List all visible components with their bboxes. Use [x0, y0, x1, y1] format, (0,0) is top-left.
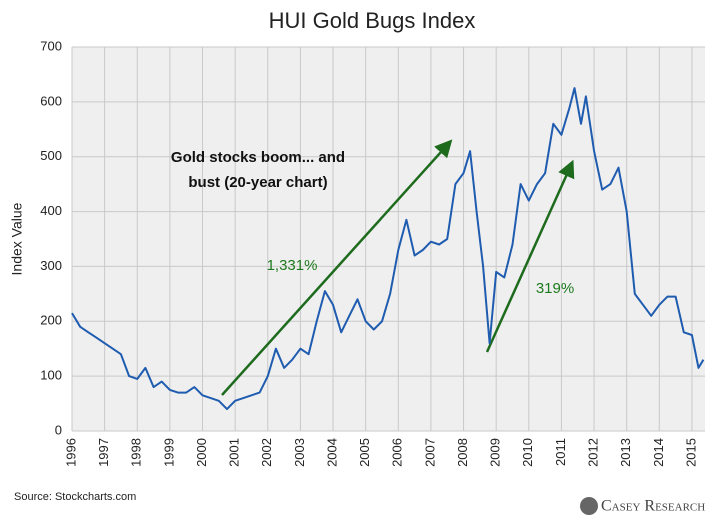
y-tick-label: 600 [40, 93, 62, 108]
x-tick-label: 2014 [651, 438, 666, 467]
x-tick-label: 1999 [161, 438, 176, 467]
annotation: 319% [536, 280, 574, 297]
x-tick-label: 1997 [96, 438, 111, 467]
source: Source: Stockcharts.com [14, 491, 136, 503]
x-tick-label: 2007 [422, 438, 437, 467]
x-tick-label: 2013 [618, 438, 633, 467]
chart-title: HUI Gold Bugs Index [269, 8, 476, 33]
line [71, 87, 705, 411]
x-tick-label: 2001 [227, 438, 242, 467]
x-tick-label: 2012 [585, 438, 600, 467]
arrow [221, 139, 453, 396]
y-tick-label: 0 [55, 422, 62, 437]
x-tick-label: 1998 [129, 438, 144, 467]
x-tick-label: 2009 [488, 438, 503, 467]
x-tick-label: 2006 [390, 438, 405, 467]
y-tick-label: 400 [40, 203, 62, 218]
x-tick-label: 2010 [520, 438, 535, 467]
y-tick-label: 500 [40, 148, 62, 163]
y-tick-label: 700 [40, 38, 62, 53]
logo-icon [580, 497, 598, 515]
x-tick-label: 2008 [455, 438, 470, 467]
plot-area [72, 47, 705, 431]
annotation: bust (20-year chart) [188, 174, 327, 191]
x-tick-label: 2003 [292, 438, 307, 467]
x-tick-label: 2004 [324, 438, 339, 467]
logo: Casey Research [601, 498, 705, 515]
annotation: Gold stocks boom... and [171, 149, 345, 166]
arrow [485, 159, 575, 353]
x-tick-label: 2011 [553, 438, 568, 466]
x-tick-label: 2002 [259, 438, 274, 467]
y-tick-label: 300 [40, 258, 62, 273]
x-tick-label: 2000 [194, 438, 209, 467]
x-tick-label: 2015 [683, 438, 698, 467]
y-tick-label: 200 [40, 313, 62, 328]
y-axis-label: Index Value [9, 202, 25, 275]
y-tick-label: 100 [40, 368, 62, 383]
annotation: 1,331% [267, 257, 318, 274]
x-tick-label: 1996 [63, 438, 78, 467]
x-tick-label: 2005 [357, 438, 372, 467]
